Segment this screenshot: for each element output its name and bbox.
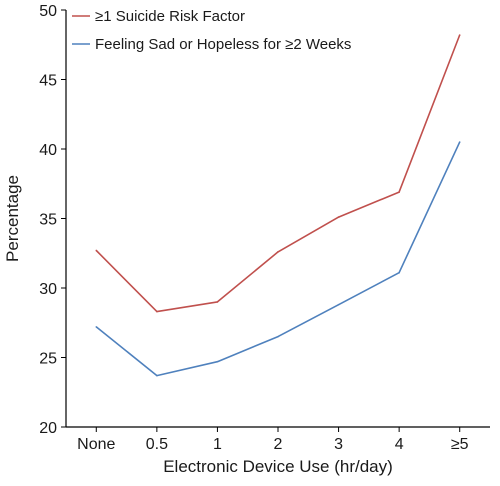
data-point bbox=[458, 34, 461, 36]
y-tick-label: 30 bbox=[39, 281, 57, 298]
data-point bbox=[156, 374, 158, 377]
y-axis-title: Percentage bbox=[3, 175, 22, 262]
x-tick-label: 2 bbox=[274, 436, 283, 453]
data-point bbox=[398, 271, 400, 274]
data-point bbox=[398, 191, 400, 193]
data-point bbox=[277, 335, 279, 338]
data-point bbox=[458, 141, 461, 143]
x-tick-label: 0.5 bbox=[146, 436, 168, 453]
data-point bbox=[156, 310, 158, 313]
x-axis-title: Electronic Device Use (hr/day) bbox=[163, 457, 393, 476]
series-lines bbox=[95, 34, 461, 377]
x-tick-label: None bbox=[77, 436, 115, 453]
data-point bbox=[95, 326, 98, 328]
y-tick-label: 20 bbox=[39, 420, 57, 437]
data-point bbox=[337, 303, 340, 306]
legend: ≥1 Suicide Risk Factor Feeling Sad or Hop… bbox=[72, 8, 351, 53]
x-tick-label: ≥5 bbox=[451, 436, 469, 453]
data-point bbox=[216, 360, 219, 363]
y-tick-label: 45 bbox=[39, 73, 57, 90]
series-line-1 bbox=[95, 34, 461, 313]
x-tick-label: 4 bbox=[395, 436, 404, 453]
data-point bbox=[216, 301, 219, 303]
y-tick-label: 35 bbox=[39, 212, 57, 229]
x-tick-label: 3 bbox=[334, 436, 343, 453]
y-tick-label: 50 bbox=[39, 3, 57, 20]
legend-label: Feeling Sad or Hopeless for ≥2 Weeks bbox=[95, 36, 351, 53]
x-tick-label: 1 bbox=[213, 436, 222, 453]
data-point bbox=[95, 249, 98, 252]
legend-label: ≥1 Suicide Risk Factor bbox=[95, 8, 245, 25]
y-tick-label: 25 bbox=[39, 351, 57, 368]
axes: 20 25 30 35 40 45 50 None 0.5 1 2 3 4 ≥5 bbox=[39, 3, 490, 453]
y-tick-label: 40 bbox=[39, 142, 57, 159]
data-point bbox=[337, 216, 340, 218]
data-point bbox=[277, 251, 279, 253]
